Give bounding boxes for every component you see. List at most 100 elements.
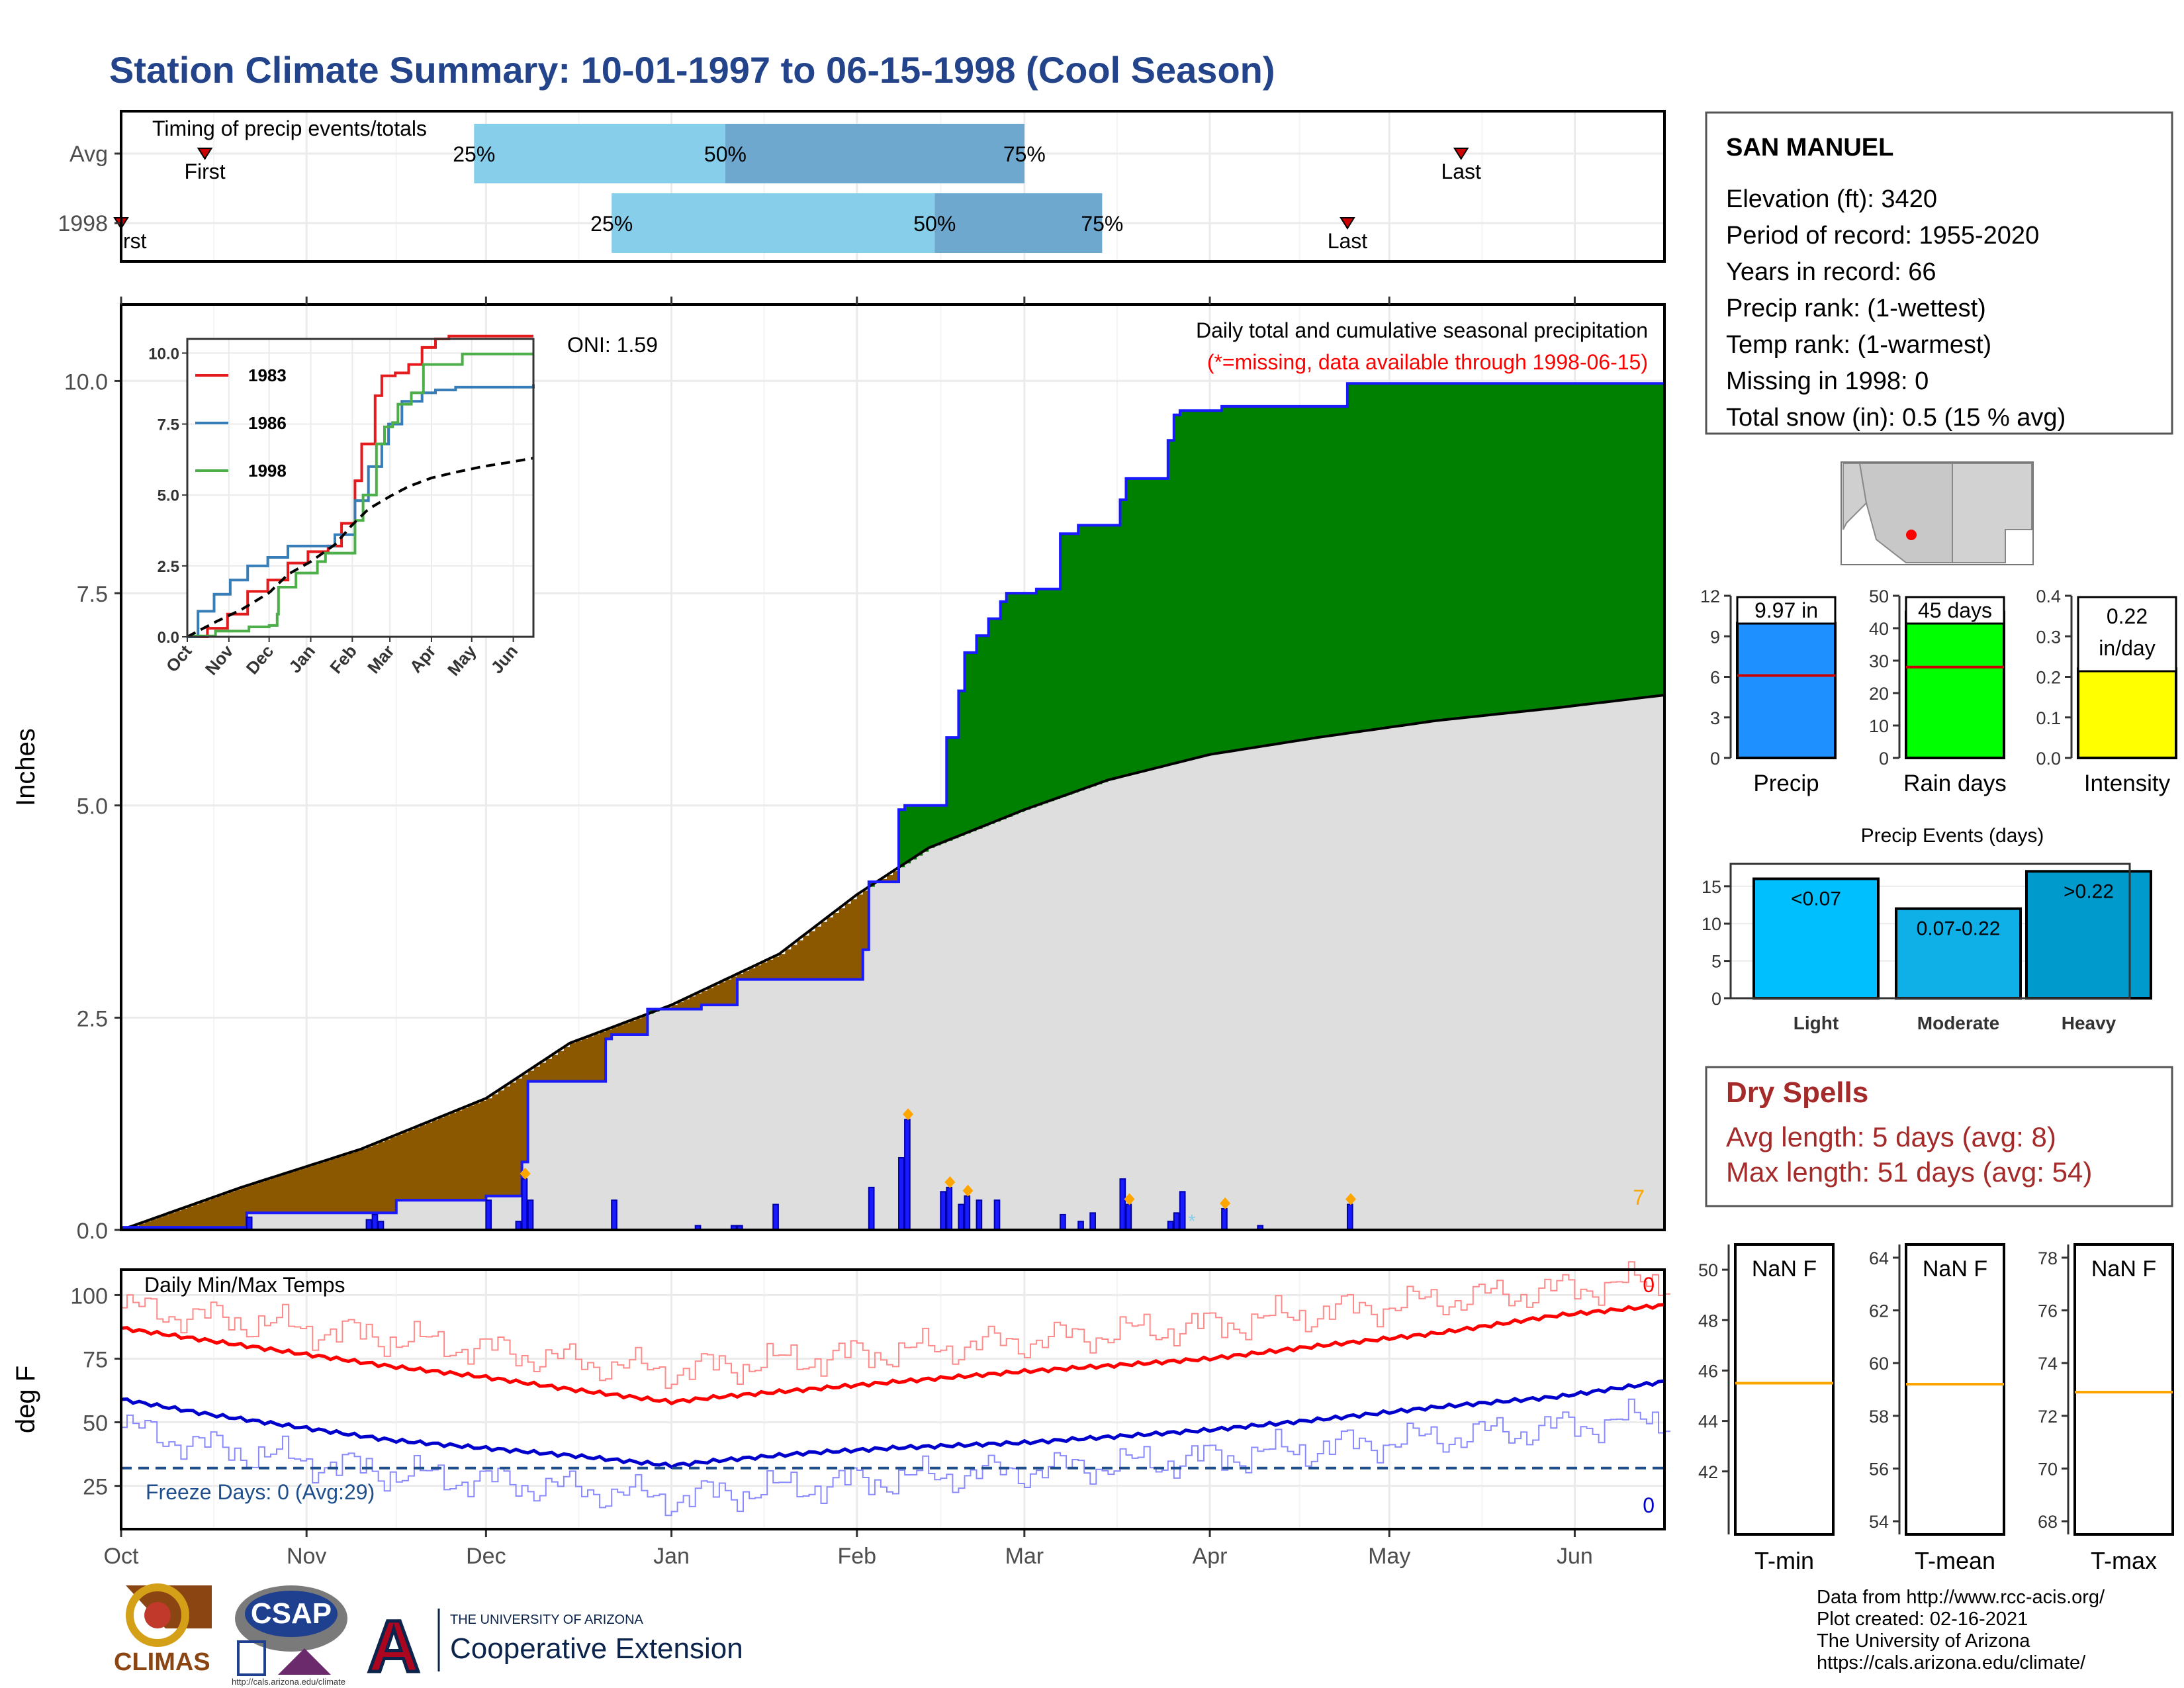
cumulative-fill-base [289, 1213, 295, 1230]
summary-ytick-label: 9 [1710, 627, 1720, 647]
cumulative-difference-fill [1299, 406, 1306, 741]
cumulative-fill-base [600, 1081, 606, 1230]
map-state-nm [1952, 463, 2032, 563]
summary-ytick-label: 20 [1869, 684, 1889, 704]
cumulative-fill-base [420, 1200, 427, 1230]
cumulative-fill-base [767, 979, 774, 1230]
daily-precip-bar [1089, 1212, 1096, 1231]
cumulative-difference-fill [300, 1168, 307, 1213]
cumulative-difference-fill [222, 1194, 230, 1228]
cumulative-fill-base [1197, 757, 1205, 1230]
cumulative-fill-base [1365, 730, 1372, 1230]
event-category-label: Moderate [1917, 1013, 1999, 1033]
cumulative-fill-base [1251, 747, 1258, 1230]
cumulative-difference-fill [1144, 478, 1151, 771]
precip-plot-border [120, 303, 1666, 1231]
daily-precip-bar [527, 1199, 534, 1231]
cumulative-fill-base [1102, 782, 1109, 1230]
temp-summary-ytick-label: 72 [2038, 1407, 2058, 1427]
summary-bar-title: Precip [1753, 771, 1819, 796]
inset-border [186, 338, 535, 638]
inset-series-avg-line [187, 457, 534, 638]
cumulative-fill-base [468, 1200, 475, 1230]
summary-ytick-label: 50 [1869, 586, 1889, 606]
cumulative-fill-base [1173, 763, 1181, 1230]
summary-bar-intensity [2077, 667, 2177, 759]
temp-summary-ytick-label: 76 [2038, 1301, 2058, 1321]
cumulative-difference-fill [145, 1221, 152, 1228]
summary-ytick-label: 0.3 [2036, 627, 2061, 647]
temp-summary-ytick-label: 70 [2038, 1459, 2058, 1479]
cumulative-difference-fill [785, 949, 792, 980]
cumulative-difference-fill [270, 1178, 277, 1213]
cumulative-difference-fill [1449, 383, 1456, 720]
temp-summary-ytick-label: 44 [1698, 1412, 1718, 1432]
station-info-box: SAN MANUEL Elevation (ft): 3420 Period o… [1705, 111, 2173, 435]
cumulative-fill-base [1269, 745, 1277, 1230]
cumulative-fill-base [1030, 807, 1037, 1230]
temperature-summary-bars: 42 44 46 48 50 NaN F T-min 54 56 58 60 62 64 NaN F T-m… [1698, 1243, 2174, 1574]
cumulative-fill-base [252, 1213, 259, 1230]
cumulative-fill-base [318, 1213, 325, 1230]
cumulative-fill-base [701, 1005, 708, 1230]
cumulative-difference-fill [1341, 406, 1348, 734]
cumulative-fill-base [946, 841, 953, 1230]
daily-precip-bar [371, 1213, 379, 1231]
temp-summary-frame [2073, 1243, 2174, 1536]
cumulative-fill-base [258, 1213, 265, 1230]
inset-series-line-1983 [187, 334, 533, 638]
temp-y-axis-label: deg F [11, 1366, 40, 1433]
summary-bar-rain-days [1905, 610, 2005, 759]
cumulative-fill-base [1479, 716, 1486, 1230]
cumulative-fill-base [647, 1013, 655, 1230]
cumulative-difference-fill [719, 982, 726, 1006]
cumulative-difference-fill [498, 1090, 505, 1196]
cumulative-fill-base [396, 1200, 403, 1230]
cumulative-difference-fill [1413, 383, 1420, 724]
cumulative-difference-fill [1161, 478, 1169, 767]
cumulative-fill-base [911, 859, 917, 1230]
heavy-event-marker [944, 1176, 956, 1188]
cumulative-fill-base [713, 1005, 720, 1230]
cumulative-fill-base [354, 1213, 361, 1230]
cumulative-fill-base [1150, 769, 1157, 1230]
summary-ytick-label: 0 [1879, 749, 1889, 769]
temp-ytick-label: 50 [83, 1411, 108, 1436]
cumulative-fill-base [1521, 711, 1527, 1230]
cumulative-fill-base [779, 979, 786, 1230]
cumulative-difference-fill [378, 1142, 385, 1213]
temp-summary-value: NaN F [2091, 1256, 2156, 1282]
cumulative-difference-fill [1311, 406, 1318, 739]
cumulative-difference-fill [1126, 478, 1133, 776]
cumulative-difference-fill [1425, 383, 1432, 723]
station-snow: Total snow (in): 0.5 (15 % avg) [1726, 404, 2066, 432]
cumulative-fill-base [665, 1009, 672, 1230]
cumulative-fill-base [1496, 714, 1504, 1230]
cumulative-fill-base [970, 831, 978, 1230]
inset-background [187, 339, 533, 637]
temp-xtick-label: Nov [287, 1544, 326, 1569]
cumulative-fill-base [1012, 814, 1019, 1230]
last-precip-marker [1453, 148, 1469, 160]
cumulative-fill-base [1287, 742, 1295, 1230]
cumulative-fill-base [1317, 737, 1324, 1230]
cumulative-fill-base [1359, 731, 1366, 1230]
precip-events-chart: 0 5 10 15 <0.07 Light 0.07-0.22 Moderate >0.22 He… [1702, 825, 2152, 1033]
dry-spells-title: Dry Spells [1726, 1076, 1868, 1109]
climas-logo-text: CLIMAS [114, 1648, 210, 1676]
cumulative-difference-fill [1455, 383, 1462, 719]
cumulative-fill-base [594, 1081, 600, 1230]
cumulative-fill-base [1652, 696, 1659, 1230]
temp-summary-frame [1734, 1243, 1835, 1536]
cumulative-fill-base [707, 1005, 714, 1230]
cumulative-fill-base [856, 979, 864, 1230]
heavy-event-marker [1124, 1193, 1135, 1205]
cumulative-difference-fill [342, 1154, 349, 1213]
cumulative-difference-fill [210, 1197, 218, 1228]
temp-ytick-label: 100 [70, 1284, 108, 1309]
cumulative-fill-base [1539, 710, 1545, 1230]
cumulative-difference-fill [821, 921, 828, 980]
last-precip-marker [1340, 217, 1355, 230]
cumulative-difference-fill [641, 1016, 649, 1035]
inset-ytick-label: 7.5 [158, 416, 179, 434]
